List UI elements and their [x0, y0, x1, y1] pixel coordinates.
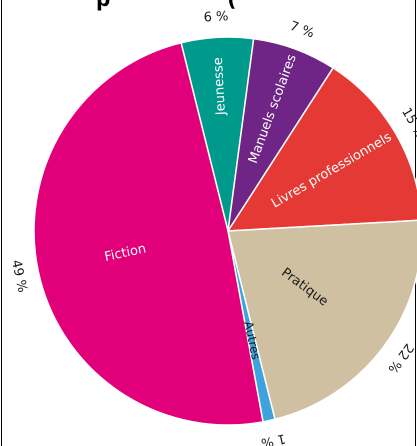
pie-slices — [33, 36, 417, 426]
value-label-manuels-scolaires: 7 % — [288, 19, 316, 42]
value-label-livres-professionnels: 15 % — [398, 105, 417, 141]
value-label-fiction: 49 % — [8, 258, 30, 293]
clipped-title: p ( — [96, 0, 417, 11]
title-fragment: p — [96, 0, 110, 11]
value-label-pratique: 22 % — [384, 340, 416, 375]
slice-label-jeunesse: Jeunesse — [211, 57, 229, 117]
slice-pratique — [227, 219, 417, 421]
value-label-autres: 1 % — [260, 430, 287, 446]
title-suffix: ( — [227, 0, 236, 11]
value-label-jeunesse: 6 % — [203, 9, 229, 25]
left-border — [1, 0, 2, 446]
slice-fiction — [33, 41, 264, 426]
slice-livres-professionnels — [226, 66, 417, 232]
